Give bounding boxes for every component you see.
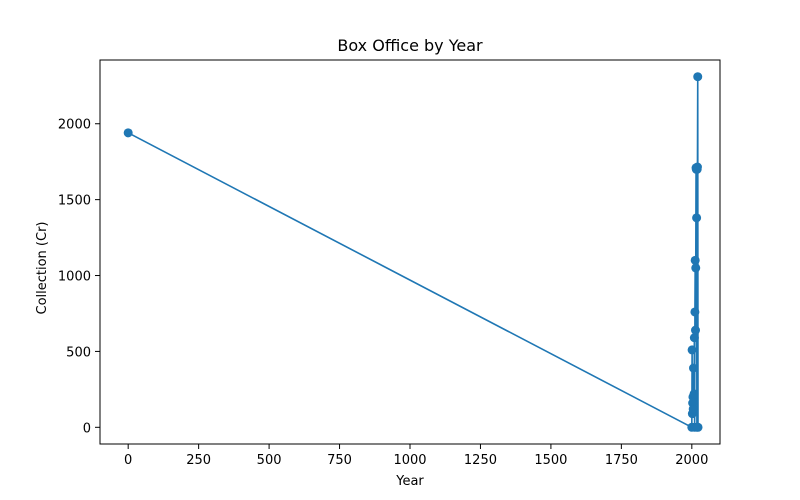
data-point xyxy=(689,333,699,343)
x-tick-label: 250 xyxy=(186,453,211,468)
x-tick-label: 1500 xyxy=(534,453,567,468)
x-tick-label: 1000 xyxy=(393,453,426,468)
data-point xyxy=(691,263,701,273)
x-tick-label: 1750 xyxy=(605,453,638,468)
y-tick-label: 0 xyxy=(83,421,91,436)
data-point xyxy=(690,255,700,265)
y-tick-label: 1500 xyxy=(58,194,91,209)
data-point xyxy=(690,325,700,335)
data-point xyxy=(693,422,703,432)
y-axis-title: Collection (Cr) xyxy=(35,222,50,315)
data-point xyxy=(123,128,133,138)
data-point xyxy=(692,213,702,223)
data-point xyxy=(687,345,697,355)
x-tick-label: 2000 xyxy=(675,453,708,468)
x-tick-label: 500 xyxy=(257,453,282,468)
series-line xyxy=(127,75,699,429)
data-point xyxy=(693,72,703,82)
x-tick-label: 0 xyxy=(124,453,132,468)
plot-frame xyxy=(99,59,721,445)
data-point xyxy=(689,397,699,407)
data-point xyxy=(688,404,698,414)
plot-area: 0 250 500 750 1000 1250 1500 1750 2000 0 500 1000 15… xyxy=(58,59,721,468)
x-tick-label: 750 xyxy=(327,453,352,468)
data-point xyxy=(689,363,699,373)
data-point xyxy=(692,162,702,172)
y-tick-label: 1000 xyxy=(58,270,91,285)
x-axis-title: Year xyxy=(395,474,424,489)
y-tick-label: 2000 xyxy=(58,118,91,133)
x-tick-label: 1250 xyxy=(464,453,497,468)
y-tick-label: 500 xyxy=(66,345,91,360)
data-point xyxy=(689,389,699,399)
chart-title: Box Office by Year xyxy=(337,36,483,55)
data-point xyxy=(690,307,700,317)
